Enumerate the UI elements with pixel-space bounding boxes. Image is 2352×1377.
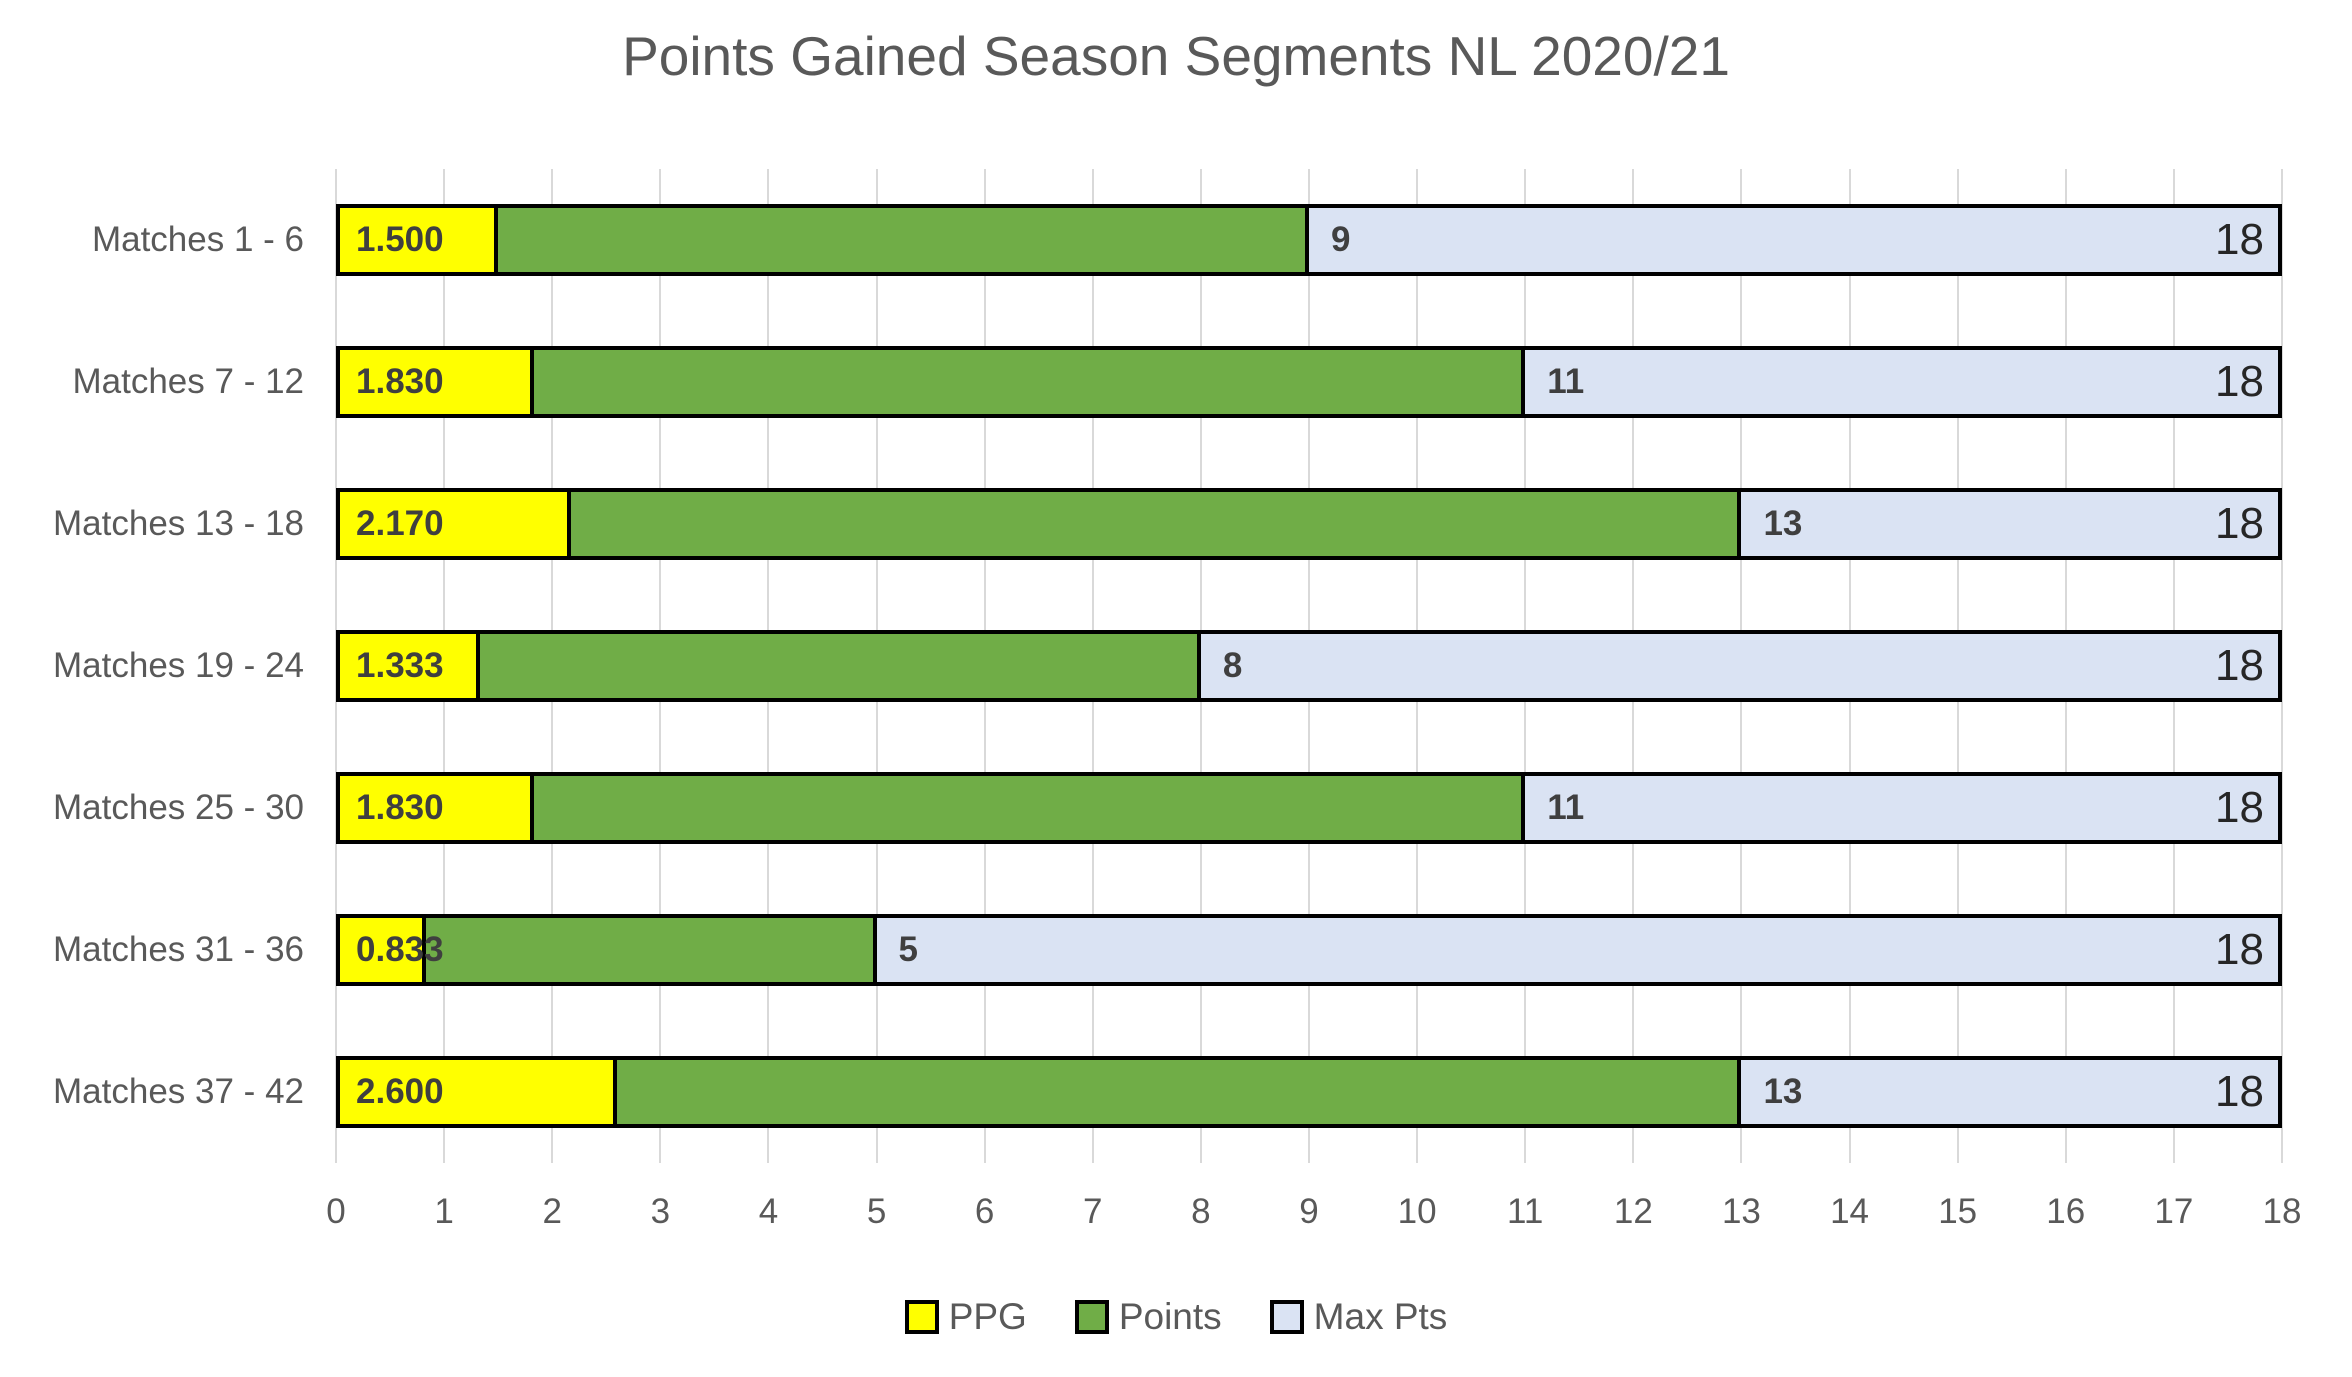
label-maxpts-value: 18 [2215, 783, 2264, 832]
label-points-value: 13 [1763, 504, 1803, 543]
x-tick-label: 0 [326, 1192, 346, 1231]
legend-label: PPG [948, 1296, 1027, 1337]
bar-points[interactable] [336, 772, 1526, 844]
category-label: Matches 13 - 18 [53, 504, 304, 543]
bar-row: 1.830 11 18 [336, 737, 2282, 879]
legend-label: Points [1118, 1296, 1222, 1337]
x-tick-label: 1 [434, 1192, 454, 1231]
x-tick-label: 5 [866, 1192, 887, 1231]
bar-ppg[interactable] [336, 488, 571, 560]
gridline [2281, 169, 2283, 1163]
category-label: Matches 19 - 24 [53, 646, 304, 685]
x-tick-label: 12 [1613, 1192, 1653, 1231]
x-tick-label: 17 [2154, 1192, 2194, 1231]
x-tick-label: 11 [1507, 1192, 1544, 1231]
label-ppg-value: 1.830 [356, 788, 444, 827]
x-tick-label: 3 [650, 1192, 671, 1231]
label-ppg-value: 0.833 [356, 930, 444, 969]
x-tick-label: 8 [1191, 1192, 1211, 1231]
legend-item-ppg[interactable]: PPG [904, 1296, 1027, 1338]
x-tick-label: 9 [1299, 1192, 1319, 1231]
category-label: Matches 7 - 12 [72, 362, 305, 401]
bar-ppg[interactable] [336, 630, 481, 702]
legend-swatch [1074, 1300, 1109, 1334]
bar-points[interactable] [336, 346, 1526, 418]
label-points-value: 5 [898, 930, 919, 969]
category-label: Matches 31 - 36 [53, 930, 304, 969]
chart-title: Points Gained Season Segments NL 2020/21 [622, 25, 1730, 87]
bar-row: 1.830 11 18 [336, 311, 2282, 453]
label-points-value: 11 [1547, 362, 1585, 401]
label-maxpts-value: 18 [2215, 1067, 2264, 1116]
label-maxpts-value: 18 [2215, 215, 2264, 264]
label-ppg-value: 2.170 [356, 504, 444, 543]
label-maxpts-value: 18 [2215, 499, 2264, 548]
plot-area: 1.500 9 18 1.830 11 18 2.170 13 18 1.333 8 18 1.830 1… [335, 169, 2283, 1163]
x-tick-label: 15 [1938, 1192, 1978, 1231]
label-maxpts-value: 18 [2215, 925, 2264, 974]
category-label: Matches 25 - 30 [53, 788, 304, 827]
x-tick-label: 13 [1721, 1192, 1761, 1231]
label-ppg-value: 1.500 [356, 220, 444, 259]
x-tick-label: 10 [1397, 1192, 1437, 1231]
label-points-value: 9 [1331, 220, 1351, 259]
category-label: Matches 37 - 42 [53, 1072, 304, 1111]
bar-row: 0.833 5 18 [336, 879, 2282, 1021]
bar-points[interactable] [336, 204, 1309, 276]
category-label: Matches 1 - 6 [91, 220, 304, 259]
x-tick-label: 16 [2046, 1192, 2086, 1231]
x-tick-label: 2 [542, 1192, 562, 1231]
label-ppg-value: 1.333 [356, 646, 444, 685]
label-points-value: 11 [1547, 788, 1585, 827]
x-tick-label: 14 [1830, 1192, 1870, 1231]
bar-points[interactable] [336, 630, 1201, 702]
x-tick-label: 7 [1083, 1192, 1103, 1231]
bar-ppg[interactable] [336, 772, 534, 844]
bar-row: 2.170 13 18 [336, 453, 2282, 595]
bar-ppg[interactable] [336, 914, 427, 986]
legend-item-points[interactable]: Points [1074, 1296, 1222, 1338]
label-maxpts-value: 18 [2215, 357, 2264, 406]
label-ppg-value: 2.600 [356, 1072, 444, 1111]
label-points-value: 13 [1763, 1072, 1803, 1111]
x-tick-label: 18 [2262, 1192, 2302, 1231]
bar-ppg[interactable] [336, 346, 534, 418]
bar-points[interactable] [336, 914, 877, 986]
legend-label: Max Pts [1313, 1296, 1448, 1337]
x-tick-label: 6 [974, 1192, 995, 1231]
label-points-value: 8 [1222, 646, 1243, 685]
bar-row: 2.600 13 18 [336, 1021, 2282, 1163]
bar-ppg[interactable] [336, 1056, 618, 1128]
bar-row: 1.333 8 18 [336, 595, 2282, 737]
label-maxpts-value: 18 [2215, 641, 2264, 690]
bar-ppg[interactable] [336, 204, 499, 276]
legend-swatch [904, 1300, 939, 1334]
legend: PPG Points Max Pts [0, 1296, 2352, 1338]
legend-swatch [1269, 1300, 1304, 1334]
bar-row: 1.500 9 18 [336, 169, 2282, 311]
x-tick-label: 4 [758, 1192, 779, 1231]
label-ppg-value: 1.830 [356, 362, 444, 401]
legend-item-max-pts[interactable]: Max Pts [1269, 1296, 1448, 1338]
